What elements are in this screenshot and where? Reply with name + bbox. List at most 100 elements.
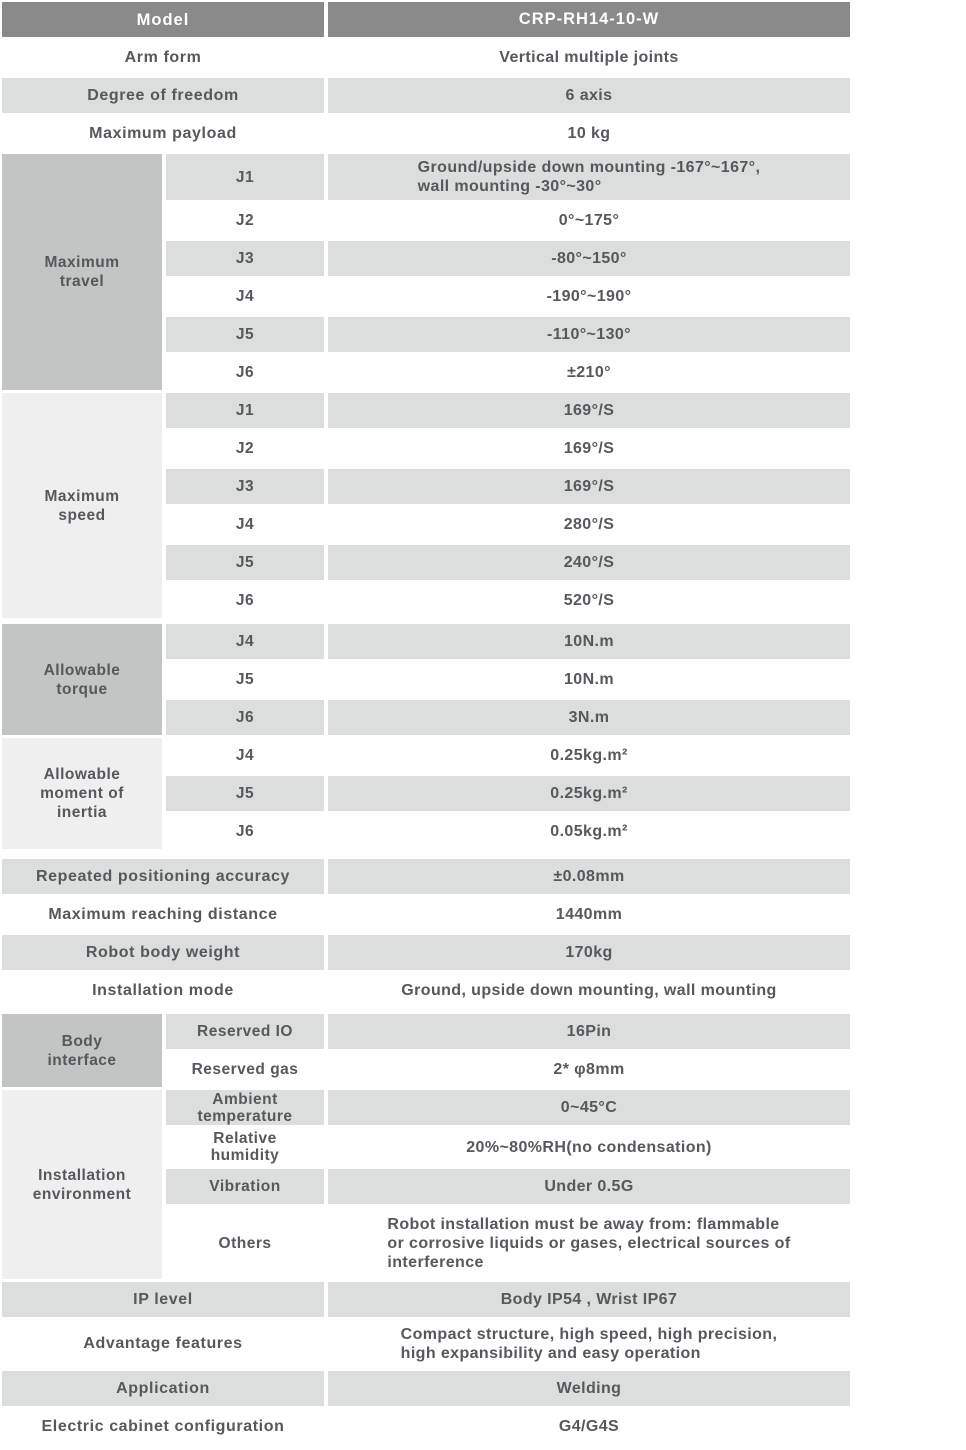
spec-label: Degree of freedom <box>2 78 324 113</box>
joint-label: J1 <box>166 154 324 200</box>
row-torque-j4: J4 10N.m <box>166 624 850 659</box>
spec-value: G4/G4S <box>558 1418 620 1435</box>
spec-value: 10N.m <box>328 624 850 659</box>
row-electric-cabinet-configuration: Electric cabinet configuration G4/G4S <box>2 1409 850 1444</box>
row-travel-j3: J3 -80°~150° <box>166 241 850 276</box>
spec-value: 16Pin <box>328 1014 850 1049</box>
model-header-value: CRP-RH14-10-W <box>328 2 850 37</box>
group-rows: Reserved IO 16Pin Reserved gas 2* φ8mm <box>166 1014 850 1087</box>
section-allowable-torque: Allowable torque J4 10N.m J5 10N.m J6 3N… <box>2 624 850 735</box>
row-others: Others Robot installation must be away f… <box>166 1207 850 1279</box>
row-advantage-features: Advantage features Compact structure, hi… <box>2 1320 850 1368</box>
group-rows: J4 0.25kg.m² J5 0.25kg.m² J6 0.05kg.m² <box>166 738 850 849</box>
interface-label: Reserved gas <box>191 1061 299 1078</box>
model-header-label: Model <box>2 2 324 37</box>
row-speed-j2: J2 169°/S <box>166 431 850 466</box>
spec-label: Repeated positioning accuracy <box>2 859 324 894</box>
row-speed-j4: J4 280°/S <box>166 507 850 542</box>
spec-value: 2* φ8mm <box>553 1061 625 1078</box>
group-label-allowable-moment-of-inertia: Allowable moment of inertia <box>2 738 162 849</box>
spec-value-text: Ground/upside down mounting -167°~167°, … <box>417 159 761 195</box>
section-maximum-travel: Maximum travel J1 Ground/upside down mou… <box>2 154 850 390</box>
spec-value: 520°/S <box>563 592 615 609</box>
section-body-interface: Body interface Reserved IO 16Pin Reserve… <box>2 1014 850 1087</box>
joint-label: J1 <box>166 393 324 428</box>
row-degree-of-freedom: Degree of freedom 6 axis <box>2 78 850 113</box>
group-label-maximum-travel: Maximum travel <box>2 154 162 390</box>
row-robot-body-weight: Robot body weight 170kg <box>2 935 850 970</box>
spec-value: Compact structure, high speed, high prec… <box>328 1320 850 1368</box>
joint-label: J6 <box>235 592 255 609</box>
row-travel-j1: J1 Ground/upside down mounting -167°~167… <box>166 154 850 200</box>
spec-value: -110°~130° <box>328 317 850 352</box>
section-maximum-speed: Maximum speed J1 169°/S J2 169°/S J3 169… <box>2 393 850 618</box>
row-arm-form: Arm form Vertical multiple joints <box>2 40 850 75</box>
spec-value: 169°/S <box>328 393 850 428</box>
row-speed-j3: J3 169°/S <box>166 469 850 504</box>
joint-label: J2 <box>235 212 255 229</box>
spec-value: Body IP54 , Wrist IP67 <box>328 1282 850 1317</box>
spec-label: IP level <box>2 1282 324 1317</box>
group-rows: Ambient temperature 0~45°C Relative humi… <box>166 1090 850 1279</box>
row-travel-j5: J5 -110°~130° <box>166 317 850 352</box>
group-label-body-interface: Body interface <box>2 1014 162 1087</box>
spec-value: 6 axis <box>328 78 850 113</box>
spec-value: ±0.08mm <box>328 859 850 894</box>
spec-value: 169°/S <box>328 469 850 504</box>
spec-value-text: Robot installation must be away from: fl… <box>387 1215 791 1271</box>
group-label-allowable-torque: Allowable torque <box>2 624 162 735</box>
row-ip-level: IP level Body IP54 , Wrist IP67 <box>2 1282 850 1317</box>
spec-value: 3N.m <box>328 700 850 735</box>
environment-label: Ambient temperature <box>166 1090 324 1125</box>
row-maximum-payload: Maximum payload 10 kg <box>2 116 850 151</box>
spec-label: Maximum reaching distance <box>48 905 278 923</box>
row-reserved-io: Reserved IO 16Pin <box>166 1014 850 1049</box>
spec-value: 0.25kg.m² <box>550 747 628 764</box>
row-ambient-temperature: Ambient temperature 0~45°C <box>166 1090 850 1125</box>
interface-label: Reserved IO <box>166 1014 324 1049</box>
row-relative-humidity: Relative humidity 20%~80%RH(no condensat… <box>166 1128 850 1166</box>
spec-value-text: Compact structure, high speed, high prec… <box>400 1326 778 1362</box>
spec-label: Installation mode <box>92 981 234 999</box>
joint-label: J5 <box>166 545 324 580</box>
spec-value: -80°~150° <box>328 241 850 276</box>
joint-label: J3 <box>166 469 324 504</box>
spec-value: 0.05kg.m² <box>550 823 628 840</box>
row-inertia-j6: J6 0.05kg.m² <box>166 814 850 849</box>
group-rows: J1 169°/S J2 169°/S J3 169°/S J4 280°/S … <box>166 393 850 618</box>
spec-value: 240°/S <box>328 545 850 580</box>
row-installation-mode: Installation mode Ground, upside down mo… <box>2 973 850 1008</box>
row-repeated-positioning-accuracy: Repeated positioning accuracy ±0.08mm <box>2 859 850 894</box>
spec-value: 0°~175° <box>558 212 620 229</box>
row-vibration: Vibration Under 0.5G <box>166 1169 850 1204</box>
joint-label: J4 <box>235 516 255 533</box>
robot-spec-table: Model CRP-RH14-10-W Arm form Vertical mu… <box>2 2 850 1444</box>
spec-value: 10N.m <box>563 671 615 688</box>
spec-label: Application <box>2 1371 324 1406</box>
spec-label: Arm form <box>124 48 202 66</box>
row-travel-j4: J4 -190°~190° <box>166 279 850 314</box>
section-allowable-moment-of-inertia: Allowable moment of inertia J4 0.25kg.m²… <box>2 738 850 849</box>
joint-label: J6 <box>166 700 324 735</box>
group-rows: J1 Ground/upside down mounting -167°~167… <box>166 154 850 390</box>
row-travel-j2: J2 0°~175° <box>166 203 850 238</box>
joint-label: J4 <box>235 288 255 305</box>
spec-value: -190°~190° <box>546 288 632 305</box>
row-inertia-j4: J4 0.25kg.m² <box>166 738 850 773</box>
section-installation-environment: Installation environment Ambient tempera… <box>2 1090 850 1279</box>
spec-value: 20%~80%RH(no condensation) <box>466 1138 712 1156</box>
group-label-maximum-speed: Maximum speed <box>2 393 162 618</box>
spec-value: Ground/upside down mounting -167°~167°, … <box>328 154 850 200</box>
group-rows: J4 10N.m J5 10N.m J6 3N.m <box>166 624 850 735</box>
header-row: Model CRP-RH14-10-W <box>2 2 850 37</box>
joint-label: J5 <box>166 317 324 352</box>
spec-value: 170kg <box>328 935 850 970</box>
joint-label: J3 <box>166 241 324 276</box>
joint-label: J4 <box>166 624 324 659</box>
row-application: Application Welding <box>2 1371 850 1406</box>
row-torque-j6: J6 3N.m <box>166 700 850 735</box>
spec-value: 1440mm <box>555 906 623 923</box>
spec-value: 0.25kg.m² <box>328 776 850 811</box>
spec-value: ±210° <box>567 364 611 381</box>
spec-value: Welding <box>328 1371 850 1406</box>
